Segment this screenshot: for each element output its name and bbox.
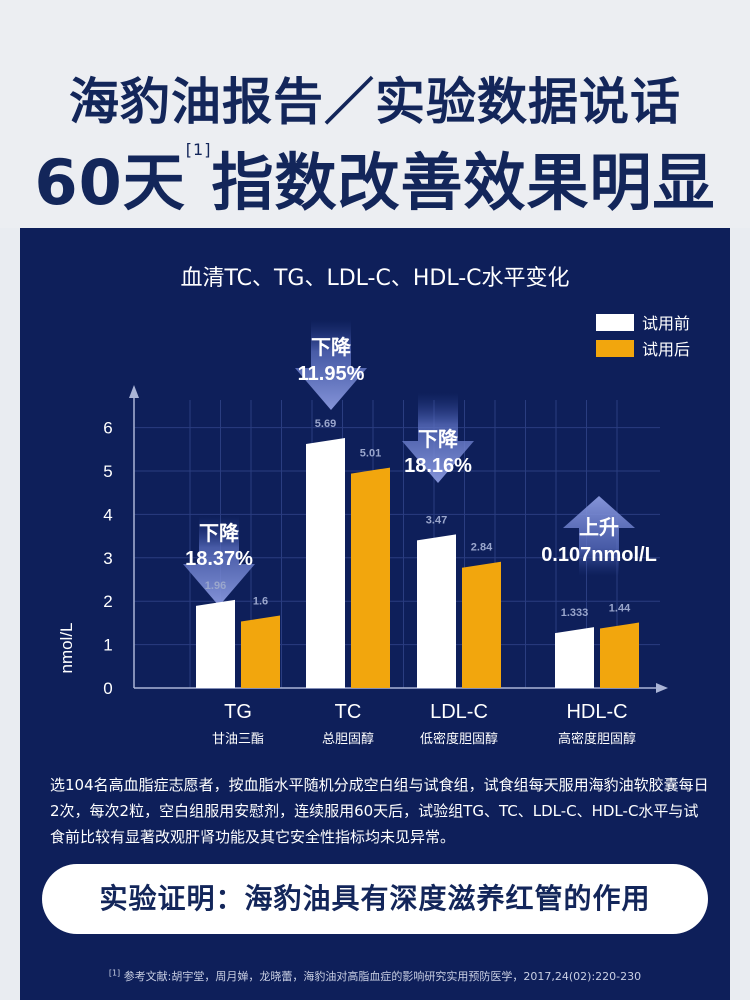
down-arrow-icon	[295, 320, 367, 410]
data-label: 5.01	[360, 448, 381, 460]
y-tick-label: 1	[103, 636, 112, 655]
data-label: 3.47	[426, 514, 447, 526]
bar-before	[306, 438, 345, 688]
down-arrow-icon	[183, 516, 255, 606]
data-label: 5.69	[315, 418, 336, 430]
study-description: 选104名高血脂症志愿者，按血脂水平随机分成空白组与试食组，试食组每天服用海豹油…	[50, 776, 709, 846]
x-tick-sublabel: 高密度胆固醇	[558, 731, 636, 746]
y-tick-label: 0	[103, 679, 112, 698]
y-tick-label: 6	[103, 419, 112, 438]
x-tick-label: TG	[224, 701, 252, 723]
bars	[196, 438, 639, 688]
annotation-value: 18.16%	[404, 455, 472, 477]
down-arrow-icon	[402, 393, 474, 483]
annotation-direction: 上升	[579, 516, 619, 539]
bar-after	[351, 467, 390, 688]
headline-line2-suffix: 指数改善效果明显	[211, 146, 716, 219]
annotation-value: 18.37%	[185, 548, 253, 570]
chart-title: 血清TC、TG、LDL-C、HDL-C水平变化	[180, 266, 570, 291]
legend-item-before: 试用前	[596, 310, 690, 334]
annotation-direction: 下降	[311, 335, 352, 359]
x-axis-arrowhead	[656, 683, 668, 693]
bar-before	[417, 534, 456, 688]
x-tick-label: HDL-C	[566, 701, 627, 723]
data-label: 1.333	[561, 607, 589, 619]
y-axis-label: nmol/L	[57, 622, 76, 673]
bar-after	[600, 622, 639, 688]
legend-label-after: 试用后	[642, 340, 691, 359]
reference-text: 参考文献:胡宇堂，周月婵，龙晓蕾，海豹油对高脂血症的影响研究实用预防医学，201…	[123, 970, 642, 983]
bar-before	[555, 627, 594, 688]
annotation-direction: 下降	[418, 427, 459, 451]
header: 海豹油报告／实验数据说话 60天[1]指数改善效果明显	[0, 0, 750, 228]
legend-swatch-after	[596, 339, 634, 357]
y-tick-label: 2	[103, 592, 112, 611]
annotations	[183, 320, 635, 606]
bar-after	[462, 561, 501, 688]
data-label: 2.84	[471, 542, 493, 554]
y-tick-label: 3	[103, 549, 112, 568]
x-tick-label: TC	[335, 701, 362, 723]
bar-before	[196, 599, 235, 688]
annotation-value: 0.107nmol/L	[541, 544, 657, 566]
x-tick-sublabel: 总胆固醇	[322, 731, 374, 746]
x-tick-sublabel: 甘油三酯	[212, 731, 264, 746]
y-axis-arrowhead	[129, 385, 139, 398]
y-tick-label: 4	[103, 505, 112, 524]
headline-line1: 海豹油报告／实验数据说话	[69, 73, 681, 131]
legend-swatch-before	[596, 313, 634, 331]
headline-citation: [1]	[185, 140, 212, 159]
legend-item-after: 试用后	[596, 336, 690, 360]
headline-line2-prefix: 60天	[34, 146, 186, 219]
legend-label-before: 试用前	[642, 314, 691, 333]
chart-legend: 试用前 试用后	[596, 310, 690, 362]
reference-citation: [1]	[108, 968, 121, 978]
x-tick-label: LDL-C	[430, 701, 488, 723]
bar-after	[241, 615, 280, 688]
conclusion-banner: 实验证明：海豹油具有深度滋养红管的作用	[42, 864, 708, 934]
data-label: 1.96	[205, 580, 226, 592]
up-arrow-icon	[563, 496, 635, 576]
x-tick-sublabel: 低密度胆固醇	[420, 731, 498, 746]
bar-chart: 0 1 2 3 4 5 6 nmol/L 下降 18.37% 下降 11.95% 下降 18.16% 上升 0…	[57, 320, 668, 746]
annotation-direction: 下降	[199, 521, 240, 545]
headline-line2: 60天[1]指数改善效果明显	[0, 132, 750, 222]
chart-panel: 血清TC、TG、LDL-C、HDL-C水平变化 试用前 试用后	[20, 228, 730, 1000]
reference-note: [1] 参考文献:胡宇堂，周月婵，龙晓蕾，海豹油对高脂血症的影响研究实用预防医学…	[20, 968, 730, 984]
chart-labels: 0 1 2 3 4 5 6 nmol/L 下降 18.37% 下降 11.95% 下降 18.16% 上升 0…	[57, 335, 657, 746]
y-tick-label: 5	[103, 462, 112, 481]
data-label: 1.44	[609, 603, 631, 615]
annotation-value: 11.95%	[298, 363, 365, 385]
data-label: 1.6	[253, 596, 268, 608]
